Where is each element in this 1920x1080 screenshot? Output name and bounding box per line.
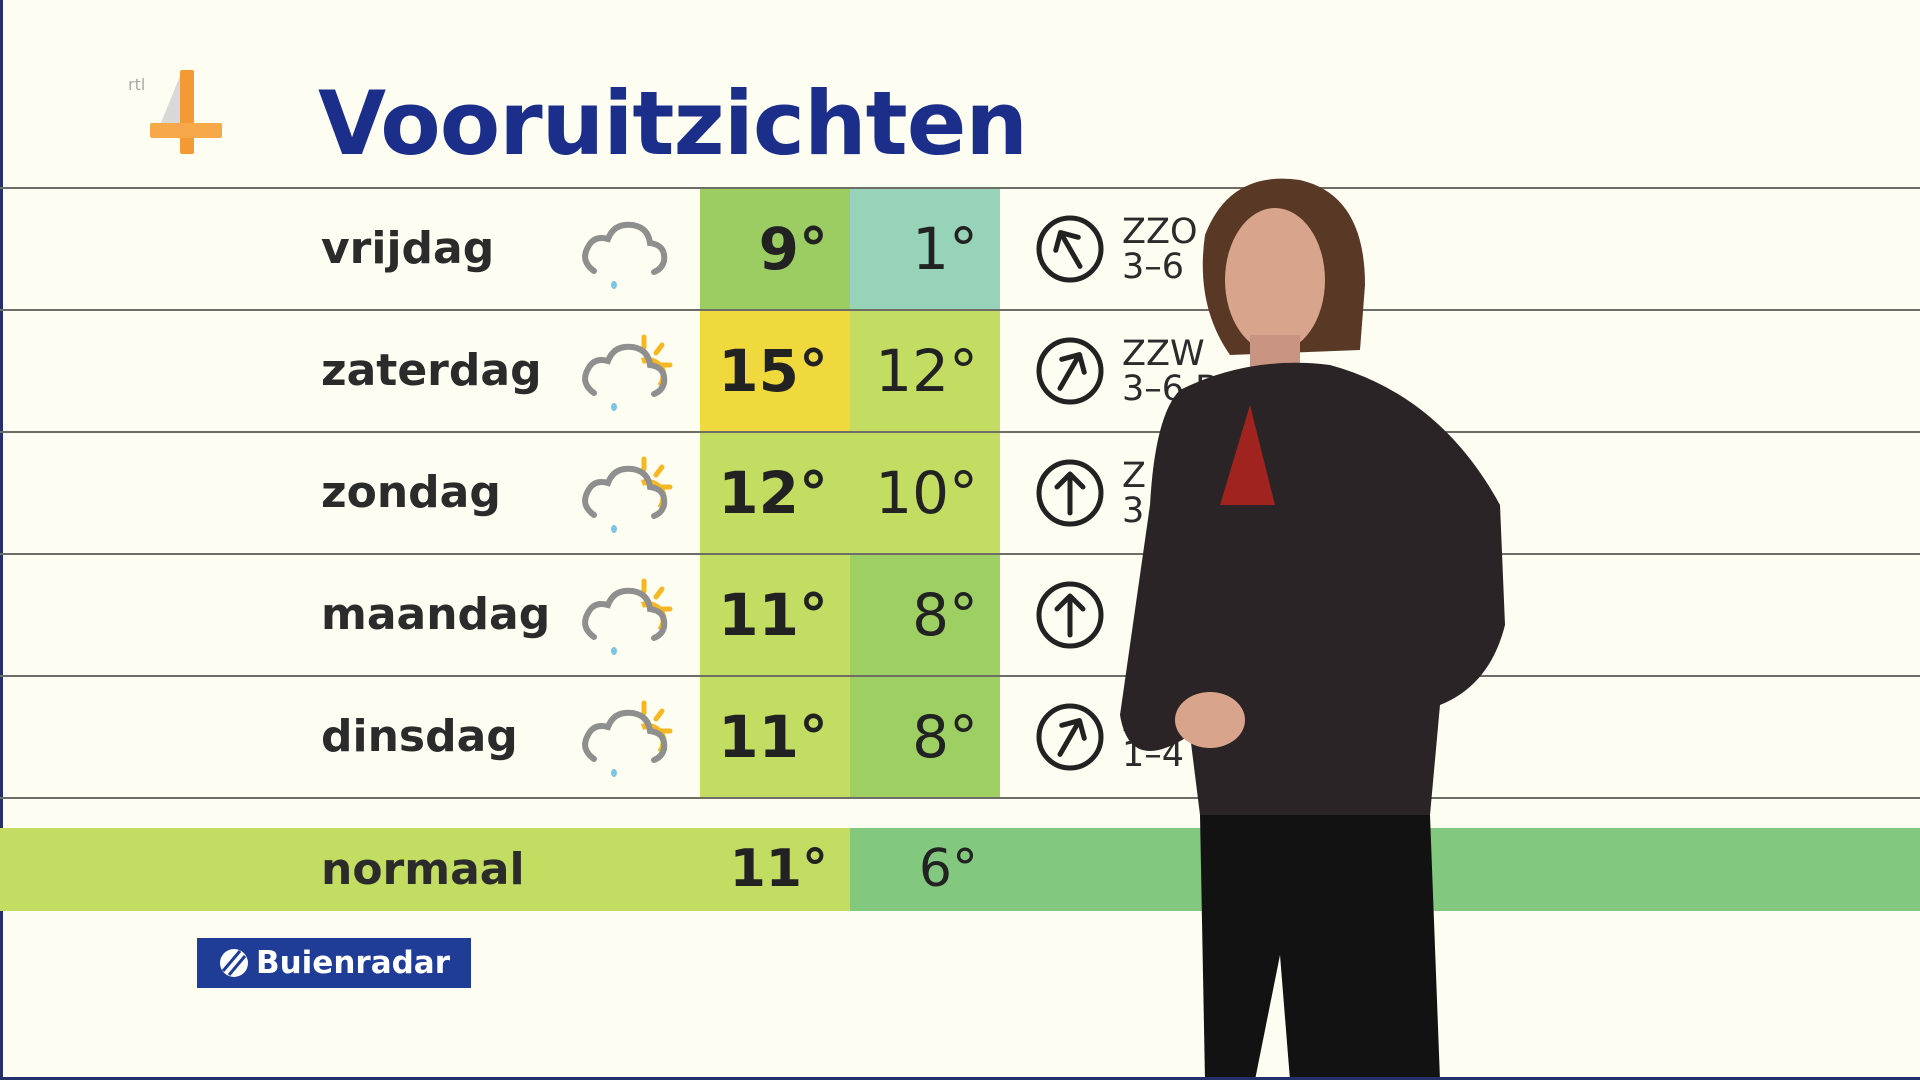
low-temp: 10° xyxy=(850,433,1000,554)
forecast-row: 12° 10° zondag Z 3 xyxy=(0,433,1920,554)
day-label: zondag xyxy=(321,467,501,518)
sun-cloud-rain-icon xyxy=(582,700,673,777)
low-temp: 8° xyxy=(850,677,1000,798)
row-divider xyxy=(0,309,1920,311)
day-label: zaterdag xyxy=(321,345,542,396)
sun-cloud-rain-icon xyxy=(582,456,673,533)
wind-arrow-icon xyxy=(1036,703,1104,771)
buienradar-icon xyxy=(219,949,248,977)
row-divider xyxy=(0,431,1920,433)
wind-arrow-icon xyxy=(1036,459,1104,527)
low-temp: 8° xyxy=(850,555,1000,676)
row-divider xyxy=(0,187,1920,189)
page-title: Vooruitzichten xyxy=(318,72,1028,175)
high-temp: 9° xyxy=(700,189,850,310)
high-temp: 11° xyxy=(700,555,850,676)
sun-cloud-rain-icon xyxy=(582,578,673,655)
rtl4-logo: rtl xyxy=(128,70,222,154)
buienradar-label: Buienradar xyxy=(255,945,451,981)
normal-low: 6° xyxy=(918,839,978,899)
cloud-rain-icon xyxy=(582,221,668,289)
frame-edge xyxy=(0,1077,1920,1080)
wind-direction: ZZW xyxy=(1122,334,1205,374)
forecast-row: 15° 12° zaterdag ZZW 3–6 B xyxy=(0,311,1920,432)
normal-high: 11° xyxy=(729,839,828,899)
forecast-row: 11° 8° maandag xyxy=(0,555,1920,676)
wind-direction: ZZO xyxy=(1122,212,1198,252)
day-label: maandag xyxy=(321,589,551,640)
normal-label: normaal xyxy=(321,844,525,895)
forecast-row: 9° 1° vrijdag ZZO 3–6 xyxy=(0,189,1920,310)
row-divider xyxy=(0,675,1920,677)
high-temp: 12° xyxy=(700,433,850,554)
wind-direction: Z xyxy=(1122,456,1146,496)
presenter-figure xyxy=(1120,178,1505,1080)
row-divider xyxy=(0,553,1920,555)
wind-arrow-icon xyxy=(1036,581,1104,649)
normal-bar-high xyxy=(0,828,850,911)
row-divider xyxy=(0,797,1920,799)
wind-force: 3 xyxy=(1122,491,1145,531)
wind-arrow-icon xyxy=(1036,337,1104,405)
wind-info: ZZO 3–6 xyxy=(1122,215,1198,285)
low-temp: 12° xyxy=(850,311,1000,432)
high-temp: 15° xyxy=(700,311,850,432)
sun-cloud-rain-icon xyxy=(582,334,673,411)
day-label: dinsdag xyxy=(321,711,518,762)
wind-force: 3–6 xyxy=(1122,247,1185,287)
buienradar-logo: Buienradar xyxy=(197,938,471,988)
low-temp: 1° xyxy=(850,189,1000,310)
forecast-row: 11°8°dinsdagZZ1–4 xyxy=(0,677,1920,798)
wind-arrow-icon xyxy=(1036,215,1104,283)
svg-text:rtl: rtl xyxy=(128,75,145,94)
frame-edge xyxy=(0,0,3,1080)
day-label: vrijdag xyxy=(321,223,495,274)
high-temp: 11° xyxy=(700,677,850,798)
